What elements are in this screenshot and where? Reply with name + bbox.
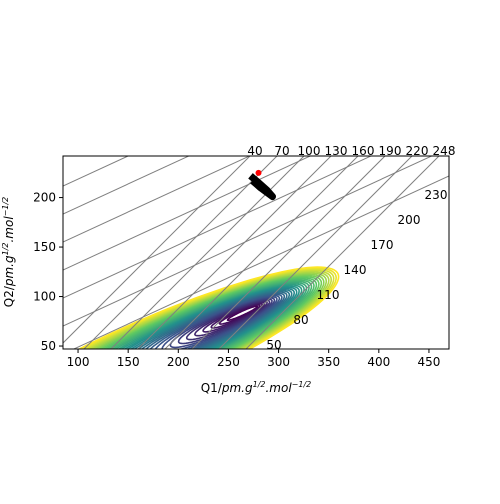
trajectory: [248, 169, 276, 201]
contour-line: [123, 285, 300, 349]
grid-labels: 40 70 100 130 160 190 220 248 50 80 110 140 170 200 23…: [247, 144, 455, 352]
contour-line: [129, 287, 296, 349]
contour-line: [102, 277, 318, 349]
contour-line: [202, 301, 266, 333]
grid-label-right: 140: [344, 263, 367, 277]
grid-label-right: 80: [293, 313, 308, 327]
grid-label-top: 248: [433, 144, 456, 158]
grid-line: [63, 156, 130, 187]
contour-line: [111, 280, 310, 349]
grid-line: [191, 156, 386, 349]
contour-line: [144, 292, 286, 349]
trajectory-line: [248, 173, 276, 201]
contour-line: [93, 273, 325, 349]
x-tick-label: 250: [217, 355, 240, 369]
contour-line: [77, 266, 340, 349]
contour-line: [177, 298, 273, 345]
y-tick-label: 100: [33, 290, 56, 304]
x-tick-label: 200: [167, 355, 190, 369]
y-tick-label: 50: [41, 339, 56, 353]
grid-label-top: 100: [298, 144, 321, 158]
grid-label-top: 220: [406, 144, 429, 158]
contour-lines: [77, 266, 340, 349]
grid-label-right: 170: [371, 238, 394, 252]
contour-line: [120, 284, 303, 349]
grid-label-right: 110: [317, 288, 340, 302]
grid-label-top: 130: [325, 144, 348, 158]
contour-line: [210, 302, 264, 329]
grid-label-top: 160: [352, 144, 375, 158]
y-axis: 50 100 150 200: [33, 191, 63, 353]
x-tick-label: 300: [267, 355, 290, 369]
grid-label-top: 190: [379, 144, 402, 158]
plot-frame: [62, 155, 450, 350]
skewed-grid: [63, 156, 449, 349]
grid-line: [63, 156, 251, 243]
contour-line: [169, 297, 276, 349]
contour-line: [88, 271, 330, 349]
x-axis: 100 150 200 250 300 350 400 450: [67, 349, 440, 369]
contour-line: [91, 272, 328, 349]
grid-label-top: 70: [274, 144, 289, 158]
y-tick-label: 150: [33, 240, 56, 254]
contour-line: [96, 274, 323, 349]
contour-line: [113, 281, 308, 349]
grid-line: [218, 156, 413, 349]
grid-label-right: 230: [425, 188, 448, 202]
grid-line: [83, 156, 278, 349]
grid-line: [63, 156, 251, 344]
grid-label-right: 200: [398, 213, 421, 227]
x-tick-label: 450: [417, 355, 440, 369]
contour-line: [218, 304, 261, 325]
contour-line: [149, 293, 283, 349]
contour-line: [126, 286, 298, 349]
x-axis-label: Q1/pm.g1/2.mol−1/2: [201, 380, 312, 395]
grid-label-right: 50: [266, 338, 281, 352]
contour-line: [80, 267, 338, 349]
contour-line: [85, 269, 333, 349]
x-tick-label: 350: [317, 355, 340, 369]
grid-label-top: 40: [247, 144, 262, 158]
grid-line: [245, 156, 440, 349]
contour-line: [226, 305, 258, 321]
x-tick-label: 100: [67, 355, 90, 369]
contour-line: [185, 299, 271, 341]
y-tick-label: 200: [33, 191, 56, 205]
contour-line: [108, 279, 313, 349]
x-tick-label: 400: [367, 355, 390, 369]
grid-line: [63, 156, 433, 327]
grid-line: [137, 156, 332, 349]
grid-line: [72, 175, 449, 349]
contour-line: [140, 291, 288, 349]
y-axis-label: Q2/pm.g1/2.mol−1/2: [1, 197, 16, 308]
start-marker: [255, 169, 262, 176]
contour-line: [133, 288, 293, 349]
grid-line: [63, 156, 373, 299]
grid-line: [63, 156, 190, 215]
x-tick-label: 150: [117, 355, 140, 369]
